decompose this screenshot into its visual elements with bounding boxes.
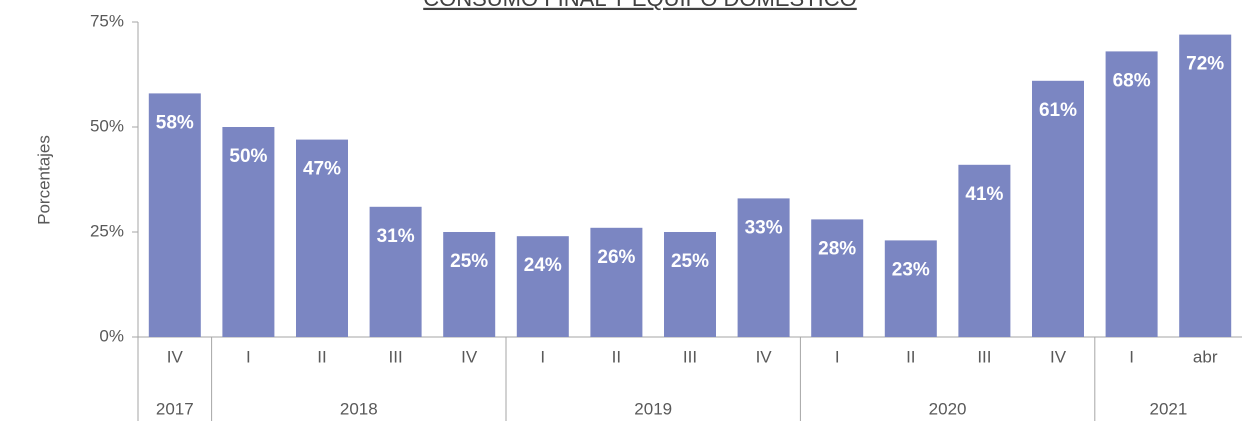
value-label: 25% bbox=[450, 251, 488, 272]
x-tick-label: I bbox=[1129, 347, 1134, 366]
x-tick-label: I bbox=[246, 347, 251, 366]
group-label: 2020 bbox=[929, 399, 967, 418]
x-tick-label: IV bbox=[1050, 347, 1067, 366]
value-label: 72% bbox=[1186, 54, 1224, 75]
value-label: 68% bbox=[1113, 70, 1151, 91]
x-tick-label: abr bbox=[1193, 347, 1218, 366]
bar bbox=[664, 232, 716, 337]
value-label: 50% bbox=[229, 146, 267, 167]
y-tick-label: 75% bbox=[90, 11, 124, 30]
y-tick-label: 25% bbox=[90, 221, 124, 240]
value-label: 24% bbox=[524, 255, 562, 276]
x-tick-label: II bbox=[612, 347, 621, 366]
x-tick-label: III bbox=[389, 347, 403, 366]
x-tick-label: III bbox=[683, 347, 697, 366]
value-label: 31% bbox=[377, 226, 415, 247]
group-label: 2017 bbox=[156, 399, 194, 418]
bar bbox=[884, 240, 937, 337]
value-label: 58% bbox=[156, 112, 194, 133]
x-tick-label: IV bbox=[461, 347, 478, 366]
value-label: 61% bbox=[1039, 100, 1077, 121]
value-label: 33% bbox=[745, 217, 783, 238]
group-label: 2018 bbox=[340, 399, 378, 418]
bar bbox=[296, 139, 348, 337]
value-label: 47% bbox=[303, 159, 341, 180]
x-tick-label: II bbox=[317, 347, 326, 366]
bar bbox=[1032, 80, 1084, 338]
value-label: 25% bbox=[671, 251, 709, 272]
bar bbox=[811, 219, 864, 337]
x-tick-label: II bbox=[906, 347, 915, 366]
chart-title: CONSUMO FINAL Y EQUIPO DOMÉSTICO bbox=[423, 0, 857, 11]
group-label: 2021 bbox=[1149, 399, 1187, 418]
y-tick-label: 50% bbox=[90, 116, 124, 135]
bar bbox=[590, 227, 643, 337]
value-label: 28% bbox=[818, 238, 856, 259]
bar bbox=[516, 236, 569, 337]
x-tick-label: I bbox=[540, 347, 545, 366]
bar bbox=[1179, 34, 1232, 337]
x-tick-label: IV bbox=[756, 347, 773, 366]
bar bbox=[1105, 51, 1158, 338]
bar bbox=[369, 206, 422, 337]
bar bbox=[958, 164, 1011, 337]
x-tick-label: IV bbox=[167, 347, 184, 366]
bar bbox=[222, 127, 275, 337]
x-tick-label: III bbox=[977, 347, 991, 366]
x-tick-label: I bbox=[835, 347, 840, 366]
y-tick-label: 0% bbox=[99, 326, 124, 345]
value-label: 41% bbox=[965, 184, 1003, 205]
group-label: 2019 bbox=[634, 399, 672, 418]
bar bbox=[148, 93, 201, 338]
bar bbox=[443, 232, 496, 337]
value-label: 26% bbox=[597, 247, 635, 268]
y-axis-label: Porcentajes bbox=[34, 135, 53, 225]
value-label: 23% bbox=[892, 259, 930, 280]
bar bbox=[737, 198, 790, 337]
